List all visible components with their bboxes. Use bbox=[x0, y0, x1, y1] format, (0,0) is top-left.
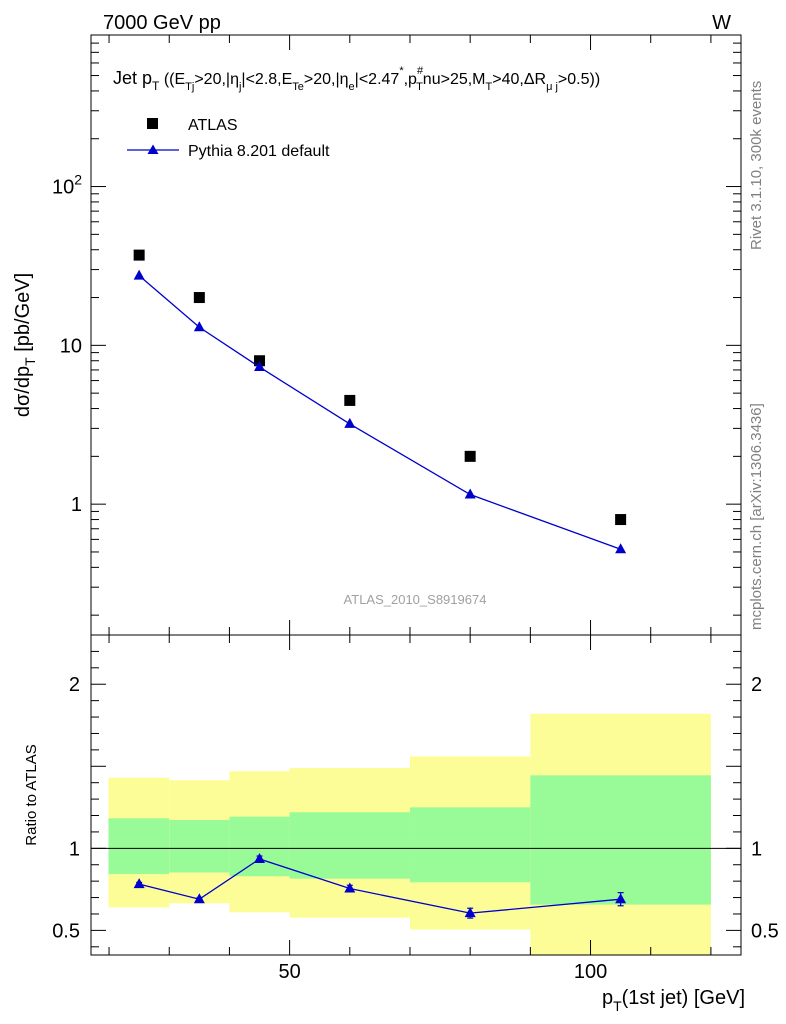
stat-uncertainty-band bbox=[108, 818, 170, 875]
mcplots-label: mcplots.cern.ch [arXiv:1306.3436] bbox=[748, 403, 765, 630]
ratio-panel: 0.5 0.5 1 1 2 2 50 100 bbox=[52, 634, 779, 983]
chart-title: Jet pT ((ETj>20,|ηj|<2.8,ETe>20,|ηe|<2.4… bbox=[113, 65, 600, 93]
energy-label: 7000 GeV pp bbox=[103, 12, 221, 34]
ratio-y-tick-label-right: 2 bbox=[751, 674, 762, 696]
main-y-tick-labels: 1 10 102 bbox=[52, 172, 82, 517]
main-y-axis-label: dσ/dpT [pb/GeV] bbox=[12, 273, 38, 417]
x-axis-label: pT(1st jet) [GeV] bbox=[602, 987, 745, 1014]
ratio-y-tick-labels: 0.5 0.5 1 1 2 2 bbox=[52, 674, 779, 942]
ratio-y-axis-label: Ratio to ATLAS bbox=[23, 744, 40, 845]
legend-pythia-marker bbox=[147, 144, 159, 154]
atlas-data-point bbox=[464, 450, 476, 462]
ratio-y-tick-label-right: 0.5 bbox=[751, 920, 779, 942]
main-y-tick-label: 10 bbox=[60, 335, 82, 357]
analysis-tag: ATLAS_2010_S8919674 bbox=[344, 592, 487, 607]
pythia-data-point bbox=[193, 321, 205, 332]
ratio-y-tick-label-left: 1 bbox=[69, 838, 80, 860]
ratio-pythia-line bbox=[138, 858, 621, 914]
rivet-label: Rivet 3.1.10, 300k events bbox=[748, 81, 765, 250]
main-y-tick-label: 102 bbox=[52, 172, 82, 199]
ratio-data-point bbox=[615, 893, 627, 904]
stat-uncertainty-band bbox=[169, 819, 230, 873]
ratio-data-point bbox=[464, 907, 476, 918]
ratio-data-point bbox=[133, 878, 145, 889]
ratio-frame bbox=[90, 634, 742, 956]
legend: ATLAS Pythia 8.201 default bbox=[127, 117, 330, 160]
ratio-y-tick-label-left: 0.5 bbox=[52, 920, 80, 942]
pythia-line bbox=[138, 275, 621, 550]
legend-atlas-label: ATLAS bbox=[188, 117, 238, 134]
ratio-data-point bbox=[193, 893, 205, 904]
atlas-data-point bbox=[133, 249, 145, 261]
legend-atlas-marker bbox=[147, 118, 158, 129]
pythia-data-point bbox=[133, 269, 145, 280]
x-tick-label: 50 bbox=[278, 961, 300, 983]
process-label: W bbox=[712, 12, 731, 34]
stat-uncertainty-band bbox=[229, 816, 290, 877]
stat-uncertainty-band bbox=[289, 812, 410, 879]
ratio-y-tick-label-left: 2 bbox=[69, 674, 80, 696]
legend-pythia-label: Pythia 8.201 default bbox=[188, 143, 330, 160]
atlas-data-point bbox=[615, 514, 627, 526]
atlas-data-point bbox=[344, 394, 356, 406]
x-tick-label: 100 bbox=[574, 961, 607, 983]
ratio-data-point bbox=[254, 853, 266, 863]
ratio-axis-ticks bbox=[91, 634, 741, 955]
stat-uncertainty-band bbox=[409, 807, 531, 883]
main-series-layer bbox=[133, 249, 627, 554]
atlas-data-point bbox=[254, 355, 266, 367]
pythia-data-point bbox=[464, 488, 476, 499]
ratio-uncertainty-bands bbox=[108, 713, 711, 955]
atlas-data-point bbox=[193, 292, 205, 304]
stat-uncertainty-band bbox=[530, 775, 711, 905]
ratio-series-layer bbox=[133, 853, 627, 919]
ratio-x-tick-labels: 50 100 bbox=[278, 961, 607, 983]
ratio-data-point bbox=[344, 882, 356, 893]
main-y-tick-label: 1 bbox=[71, 494, 82, 516]
pythia-data-point bbox=[344, 417, 356, 428]
main-axis-ticks bbox=[91, 34, 741, 635]
ratio-y-tick-label-right: 1 bbox=[751, 838, 762, 860]
pythia-data-point bbox=[254, 361, 266, 372]
pythia-data-point bbox=[615, 543, 627, 554]
